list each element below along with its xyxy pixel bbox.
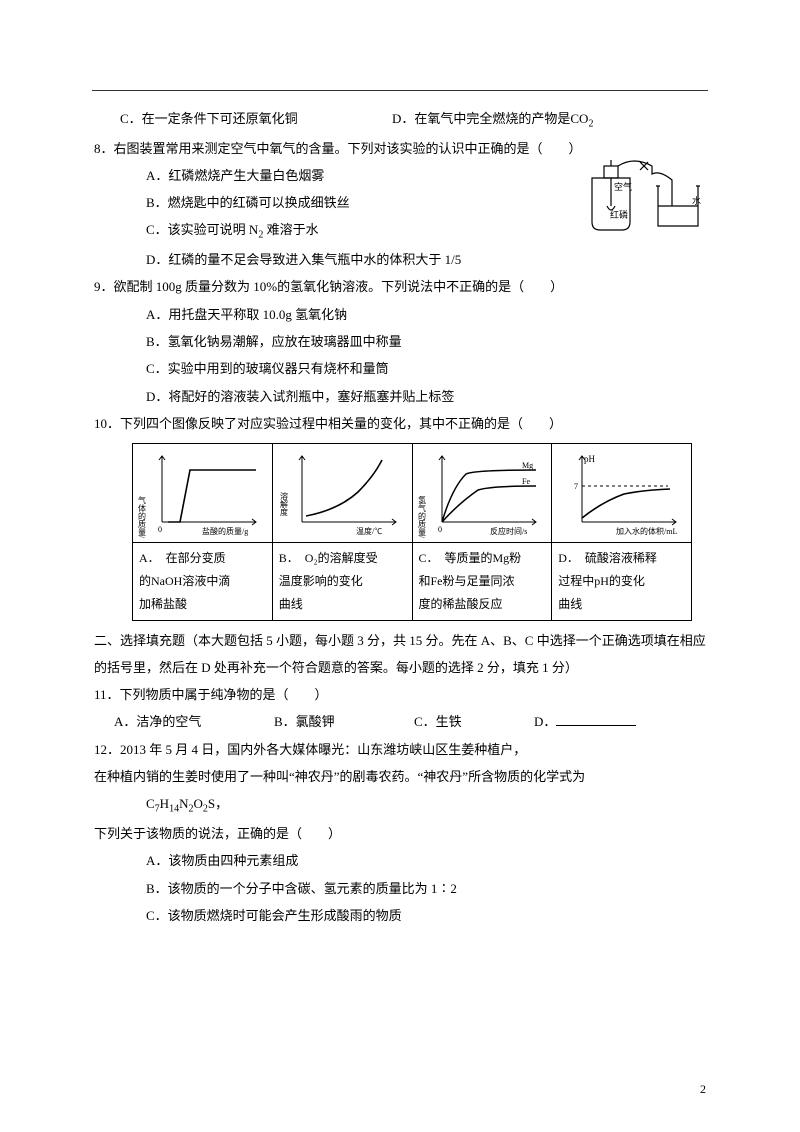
caption-B-0: B． O₂的溶解度受 (279, 547, 406, 570)
q12-A: A．该物质由四种元素组成 (94, 847, 706, 874)
svg-text:气体的质量/g: 气体的质量/g (138, 495, 147, 538)
q9-C: C．实验中用到的玻璃仪器只有烧杯和量筒 (94, 355, 706, 382)
chart-D: pH 7 加入水的体积/mL (558, 448, 686, 538)
apparatus-figure: 空气 红磷 水 (574, 160, 706, 238)
chart-C-cell: 氢气的质量/g Mg Fe 0 反应时间/s (412, 444, 552, 543)
q10-chart-table: 气体的质量/g 0 盐酸的质量/g 溶解度 温度/℃ (132, 443, 692, 620)
caption-D-1: 过程中pH的变化 (558, 570, 685, 593)
q9-stem: 9．欲配制 100g 质量分数为 10%的氢氧化钠溶液。下列说法中不正确的是（ … (94, 273, 706, 300)
apparatus-svg: 空气 红磷 水 (574, 160, 706, 238)
chart-D-cell: pH 7 加入水的体积/mL (552, 444, 692, 543)
caption-C-1: 和Fe粉与足量同浓 (419, 570, 546, 593)
svg-text:Mg: Mg (522, 461, 533, 470)
svg-text:盐酸的质量/g: 盐酸的质量/g (202, 526, 248, 536)
f-S: S， (208, 796, 228, 811)
page-number: 2 (700, 1077, 706, 1102)
svg-text:Fe: Fe (522, 477, 530, 486)
svg-text:7: 7 (574, 482, 578, 491)
f-C: C (146, 796, 155, 811)
q9-A: A．用托盘天平称取 10.0g 氢氧化钠 (94, 301, 706, 328)
caption-A-2: 加稀盐酸 (139, 593, 266, 616)
q12-C: C．该物质燃烧时可能会产生形成酸雨的物质 (94, 902, 706, 929)
caption-C-0: C． 等质量的Mg粉 (419, 547, 546, 570)
q12-stem: 12．2013 年 5 月 4 日，国内外各大媒体曝光：山东潍坊峡山区生姜种植户… (94, 736, 706, 763)
q8-C-pre: C．该实验可说明 N (146, 222, 258, 237)
caption-C: C． 等质量的Mg粉 和Fe粉与足量同浓 度的稀盐酸反应 (412, 543, 552, 620)
caption-C-2: 度的稀盐酸反应 (419, 593, 546, 616)
q10-stem: 10．下列四个图像反映了对应实验过程中相关量的变化，其中不正确的是（ ） (94, 410, 706, 437)
caption-D-0: D． 硫酸溶液稀释 (558, 547, 685, 570)
q7-optD-text: D．在氧气中完全燃烧的产物是CO (392, 111, 588, 126)
fig-label-p: 红磷 (610, 209, 628, 220)
q11-A: A．洁净的空气 (114, 708, 274, 735)
q8-D: D．红磷的量不足会导致进入集气瓶中水的体积大于 1/5 (94, 246, 706, 273)
q8-stem: 8．右图装置常用来测定空气中氧气的含量。下列对该实验的认识中正确的是（ ） (94, 135, 706, 162)
svg-text:0: 0 (438, 525, 442, 534)
svg-text:0: 0 (158, 525, 162, 534)
caption-D-2: 曲线 (558, 593, 685, 616)
q11-B: B．氯酸钾 (274, 708, 414, 735)
chart-A: 气体的质量/g 0 盐酸的质量/g (138, 448, 266, 538)
svg-text:加入水的体积/mL: 加入水的体积/mL (616, 526, 677, 536)
q12-B: B．该物质的一个分子中含碳、氢元素的质量比为 1∶2 (94, 875, 706, 902)
q12-line3: 下列关于该物质的说法，正确的是（ ） (94, 820, 706, 847)
q11-stem: 11．下列物质中属于纯净物的是（ ） (94, 681, 706, 708)
q11-C: C．生铁 (414, 708, 534, 735)
q11-options: A．洁净的空气 B．氯酸钾 C．生铁 D． (94, 708, 706, 735)
q9-B: B．氢氧化钠易潮解，应放在玻璃器皿中称量 (94, 328, 706, 355)
q11-D: D． (534, 708, 636, 735)
q7-optD: D．在氧气中完全燃烧的产物是CO2 (392, 105, 593, 135)
chart-B: 溶解度 温度/℃ (278, 448, 406, 538)
chart-B-cell: 溶解度 温度/℃ (272, 444, 412, 543)
caption-A-0: A． 在部分变质 (139, 547, 266, 570)
f-H: H (160, 796, 169, 811)
q7-optD-sub: 2 (588, 119, 593, 130)
f-O: O (193, 796, 202, 811)
fig-label-water: 水 (692, 195, 701, 206)
svg-text:温度/℃: 温度/℃ (356, 526, 382, 536)
q8-C-post: 难溶于水 (263, 222, 318, 237)
q11-blank[interactable] (556, 713, 636, 726)
caption-D: D． 硫酸溶液稀释 过程中pH的变化 曲线 (552, 543, 692, 620)
caption-A-1: 的NaOH溶液中滴 (139, 570, 266, 593)
q12-line2: 在种植内销的生姜时使用了一种叫“神农丹”的剧毒农药。“神农丹”所含物质的化学式为 (94, 763, 706, 790)
chart-C: 氢气的质量/g Mg Fe 0 反应时间/s (418, 448, 546, 538)
svg-text:氢气的质量/g: 氢气的质量/g (418, 495, 427, 538)
svg-text:反应时间/s: 反应时间/s (490, 526, 527, 536)
caption-row: A． 在部分变质 的NaOH溶液中滴 加稀盐酸 B． O₂的溶解度受 温度影响的… (133, 543, 692, 620)
svg-text:溶解度: 溶解度 (280, 491, 289, 517)
f-14: 14 (169, 804, 179, 815)
q7-optC: C．在一定条件下可还原氧化铜 (120, 105, 392, 135)
fig-label-air: 空气 (614, 181, 632, 192)
q9-D: D．将配好的溶液装入试剂瓶中，塞好瓶塞并贴上标签 (94, 383, 706, 410)
q11-D-label: D． (534, 714, 556, 729)
section2-heading: 二、选择填充题（本大题包括 5 小题，每小题 3 分，共 15 分。先在 A、B… (94, 627, 706, 682)
q12-formula: C7H14N2O2S， (94, 790, 706, 820)
q7-options-row: C．在一定条件下可还原氧化铜 D．在氧气中完全燃烧的产物是CO2 (94, 105, 706, 135)
caption-B-2: 曲线 (279, 593, 406, 616)
chart-A-cell: 气体的质量/g 0 盐酸的质量/g (133, 444, 273, 543)
chart-row: 气体的质量/g 0 盐酸的质量/g 溶解度 温度/℃ (133, 444, 692, 543)
caption-B: B． O₂的溶解度受 温度影响的变化 曲线 (272, 543, 412, 620)
caption-B-1: 温度影响的变化 (279, 570, 406, 593)
svg-text:pH: pH (584, 454, 596, 464)
caption-A: A． 在部分变质 的NaOH溶液中滴 加稀盐酸 (133, 543, 273, 620)
